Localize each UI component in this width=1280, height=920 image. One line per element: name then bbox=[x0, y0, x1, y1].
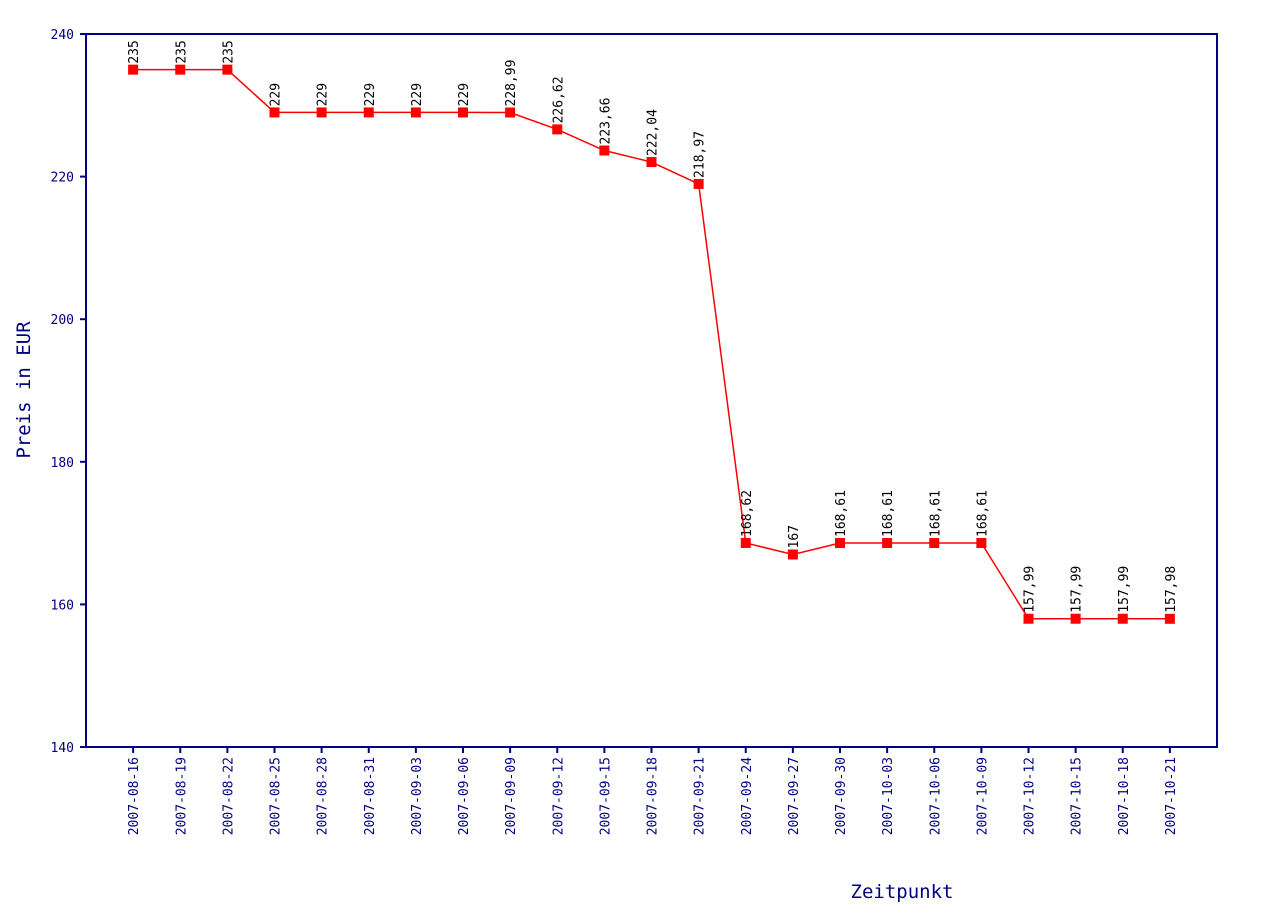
y-tick-label: 180 bbox=[51, 456, 74, 471]
x-tick-label: 2007-09-09 bbox=[504, 757, 519, 835]
value-label: 229 bbox=[410, 83, 425, 106]
point bbox=[1023, 613, 1034, 624]
y-tick-label: 220 bbox=[51, 171, 74, 186]
x-tick-label: 2007-10-06 bbox=[928, 757, 943, 835]
point bbox=[646, 157, 657, 168]
x-tick-label: 2007-08-19 bbox=[174, 757, 189, 835]
value-label: 168,61 bbox=[928, 490, 943, 537]
x-tick-label: 2007-09-21 bbox=[693, 757, 708, 835]
x-tick-label: 2007-08-28 bbox=[316, 757, 331, 835]
point bbox=[363, 107, 374, 118]
value-label: 226,62 bbox=[551, 76, 566, 123]
point bbox=[976, 538, 987, 549]
x-tick-label: 2007-10-15 bbox=[1070, 757, 1085, 835]
x-tick-label: 2007-10-21 bbox=[1164, 757, 1179, 835]
value-label: 167 bbox=[787, 525, 802, 548]
value-label: 168,62 bbox=[740, 490, 755, 537]
x-tick-label: 2007-08-31 bbox=[363, 757, 378, 835]
value-label: 157,98 bbox=[1164, 566, 1179, 613]
point bbox=[128, 64, 139, 75]
value-label: 157,99 bbox=[1023, 566, 1038, 613]
x-tick-label: 2007-08-22 bbox=[221, 757, 236, 835]
x-tick-label: 2007-09-24 bbox=[740, 757, 755, 835]
point bbox=[882, 538, 893, 549]
x-tick-label: 2007-09-27 bbox=[787, 757, 802, 835]
value-label: 168,61 bbox=[975, 490, 990, 537]
point bbox=[787, 549, 798, 560]
value-label: 229 bbox=[457, 83, 472, 106]
x-tick-label: 2007-10-12 bbox=[1023, 757, 1038, 835]
point bbox=[222, 64, 233, 75]
value-label: 229 bbox=[269, 83, 284, 106]
x-tick-label: 2007-09-12 bbox=[551, 757, 566, 835]
x-tick-label: 2007-10-03 bbox=[881, 757, 896, 835]
value-label: 229 bbox=[316, 83, 331, 106]
x-tick-label: 2007-09-18 bbox=[646, 757, 661, 835]
point bbox=[1070, 613, 1081, 624]
x-axis-label: Zeitpunkt bbox=[851, 881, 954, 903]
x-tick-label: 2007-10-09 bbox=[975, 757, 990, 835]
point bbox=[1117, 613, 1128, 624]
point bbox=[316, 107, 327, 118]
x-tick-label: 2007-09-30 bbox=[834, 757, 849, 835]
point bbox=[1164, 613, 1175, 624]
value-label: 235 bbox=[127, 40, 142, 63]
point bbox=[175, 64, 186, 75]
value-label: 235 bbox=[174, 40, 189, 63]
point bbox=[410, 107, 421, 118]
x-tick-label: 2007-08-25 bbox=[269, 757, 284, 835]
x-tick-label: 2007-09-06 bbox=[457, 757, 472, 835]
x-tick-label: 2007-09-15 bbox=[598, 757, 613, 835]
value-label: 168,61 bbox=[881, 490, 896, 537]
point bbox=[505, 107, 516, 118]
point bbox=[269, 107, 280, 118]
value-label: 235 bbox=[221, 40, 236, 63]
value-label: 218,97 bbox=[693, 131, 708, 178]
x-tick-label: 2007-10-18 bbox=[1117, 757, 1132, 835]
value-label: 157,99 bbox=[1070, 566, 1085, 613]
point bbox=[552, 124, 563, 135]
x-tick-label: 2007-08-16 bbox=[127, 757, 142, 835]
y-tick-label: 200 bbox=[51, 313, 74, 328]
point bbox=[599, 145, 610, 156]
value-label: 222,04 bbox=[646, 109, 661, 156]
y-tick-label: 240 bbox=[51, 28, 74, 43]
point bbox=[740, 537, 751, 548]
value-label: 229 bbox=[363, 83, 378, 106]
x-tick-label: 2007-09-03 bbox=[410, 757, 425, 835]
point bbox=[835, 538, 845, 549]
point bbox=[929, 538, 940, 549]
value-label: 157,99 bbox=[1117, 566, 1132, 613]
point bbox=[458, 107, 468, 118]
y-axis-label: Preis in EUR bbox=[13, 321, 35, 459]
value-label: 228,99 bbox=[504, 60, 519, 107]
value-label: 168,61 bbox=[834, 490, 849, 537]
point bbox=[693, 178, 704, 189]
y-tick-label: 140 bbox=[51, 741, 74, 756]
y-tick-label: 160 bbox=[51, 598, 74, 613]
value-label: 223,66 bbox=[598, 98, 613, 145]
